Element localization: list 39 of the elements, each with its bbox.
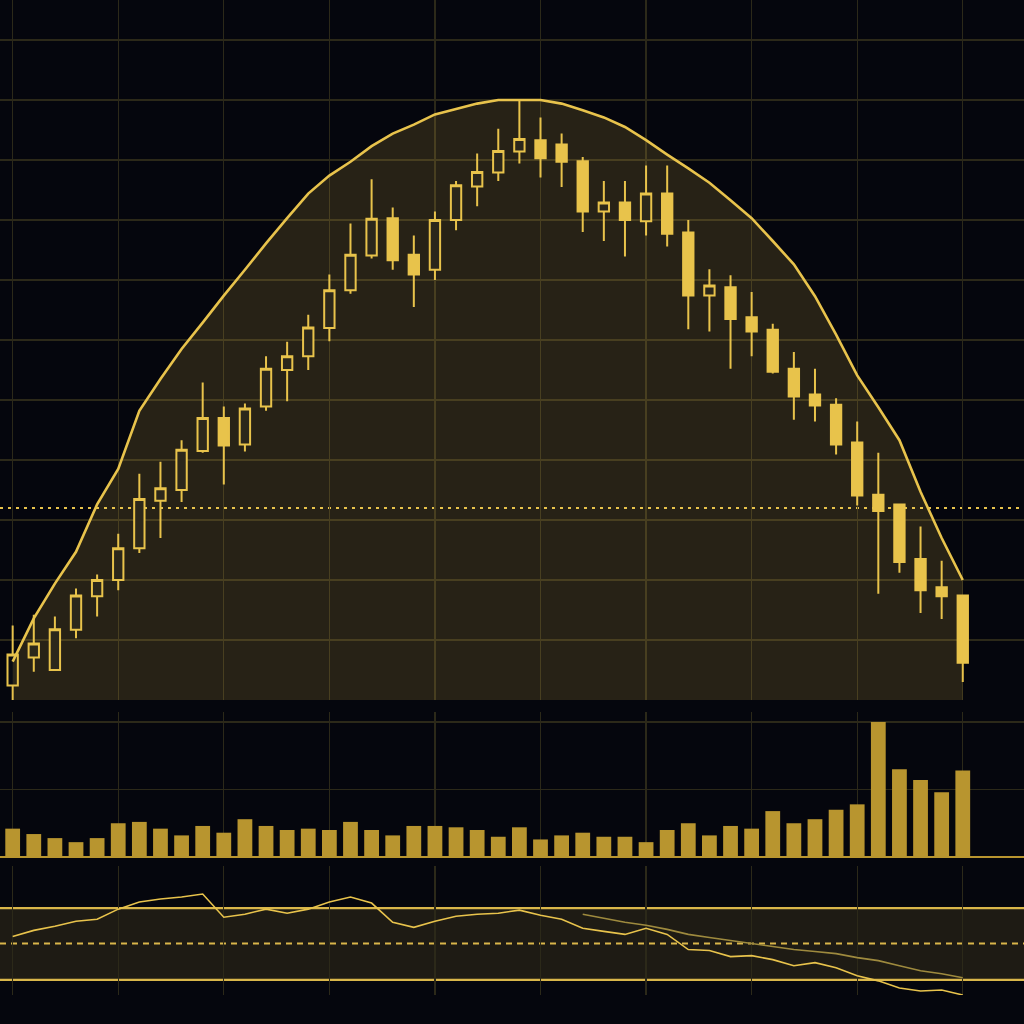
candlestick: [808, 367, 822, 423]
candlestick: [703, 268, 716, 333]
candlestick: [323, 273, 336, 343]
candlestick: [407, 234, 420, 308]
candlestick: [386, 206, 399, 271]
candlestick: [829, 397, 843, 456]
candlestick: [302, 313, 315, 371]
candlestick: [745, 291, 758, 358]
candlestick: [48, 615, 62, 671]
candlestick: [534, 116, 547, 179]
candlestick: [344, 222, 357, 295]
candlestick: [112, 532, 125, 592]
candlestick: [492, 127, 505, 182]
candlestick: [597, 180, 611, 242]
candlestick: [470, 152, 484, 208]
candlestick: [555, 132, 568, 188]
candlestick: [956, 594, 969, 683]
candlestick: [914, 525, 927, 614]
candlestick: [259, 355, 273, 412]
candlestick: [935, 559, 948, 620]
candlestick: [618, 180, 632, 258]
candlestick: [175, 439, 188, 503]
candlestick: [576, 156, 589, 233]
candlestick: [238, 402, 252, 453]
candlestick: [217, 405, 230, 486]
candlestick: [449, 180, 463, 232]
candlestick: [682, 219, 695, 331]
candlestick: [787, 351, 801, 421]
candlestick: [280, 340, 294, 403]
candlestick: [639, 164, 653, 237]
candlestick: [196, 381, 209, 454]
candlestick: [661, 164, 674, 248]
candlestick: [90, 573, 104, 618]
candlestick: [766, 322, 779, 375]
candlestick: [69, 587, 83, 640]
candlestick: [428, 210, 442, 281]
candlestick: [365, 178, 378, 260]
candlestick: [872, 451, 885, 595]
candlestick: [724, 274, 737, 370]
